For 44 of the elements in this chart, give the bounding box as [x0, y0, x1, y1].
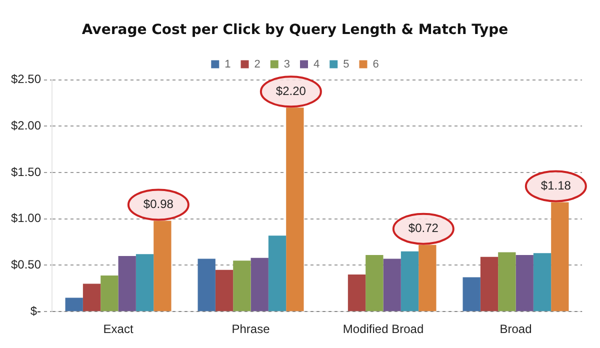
legend-label: 3	[284, 58, 290, 70]
bar	[136, 254, 154, 312]
bar	[400, 251, 419, 312]
x-tick-label: Broad	[500, 322, 532, 336]
y-tick-label: $2.00	[11, 118, 42, 132]
bar	[65, 298, 83, 312]
bar	[516, 255, 534, 312]
data-label: $1.18	[540, 178, 572, 193]
bar	[462, 277, 480, 312]
legend-label: 2	[254, 58, 260, 70]
bar	[198, 258, 216, 312]
bar	[154, 220, 172, 312]
bar	[286, 108, 304, 312]
bar	[533, 253, 552, 312]
bar	[215, 270, 234, 312]
legend-label: 5	[343, 58, 350, 70]
data-label: $0.72	[408, 221, 439, 236]
legend-label: 6	[372, 58, 379, 70]
data-label: $0.98	[143, 197, 174, 212]
bar	[383, 258, 401, 312]
bar	[366, 255, 384, 312]
bar	[268, 236, 286, 312]
y-tick-label: $-	[30, 304, 42, 318]
bar	[480, 256, 498, 312]
y-tick-label: $1.00	[11, 211, 42, 226]
bar	[418, 244, 436, 312]
x-tick-label: Phrase	[232, 322, 270, 336]
x-tick-label: Exact	[103, 322, 134, 336]
y-tick-label: $0.50	[11, 258, 42, 272]
bar	[551, 202, 569, 312]
bar	[82, 284, 101, 312]
bar	[348, 274, 366, 312]
x-tick-label: Modified Broad	[342, 322, 424, 336]
y-tick-label: $2.50	[11, 72, 42, 86]
chart-title: Average Cost per Click by Query Length & Match Type	[82, 22, 508, 38]
data-label: $2.20	[276, 84, 306, 98]
bar	[100, 275, 118, 312]
bar	[498, 252, 516, 312]
bar	[118, 256, 136, 312]
legend-label: 4	[314, 58, 320, 70]
bar	[233, 260, 251, 312]
y-tick-label: $1.50	[11, 164, 42, 179]
bar	[250, 258, 268, 312]
legend-label: 1	[224, 58, 231, 70]
